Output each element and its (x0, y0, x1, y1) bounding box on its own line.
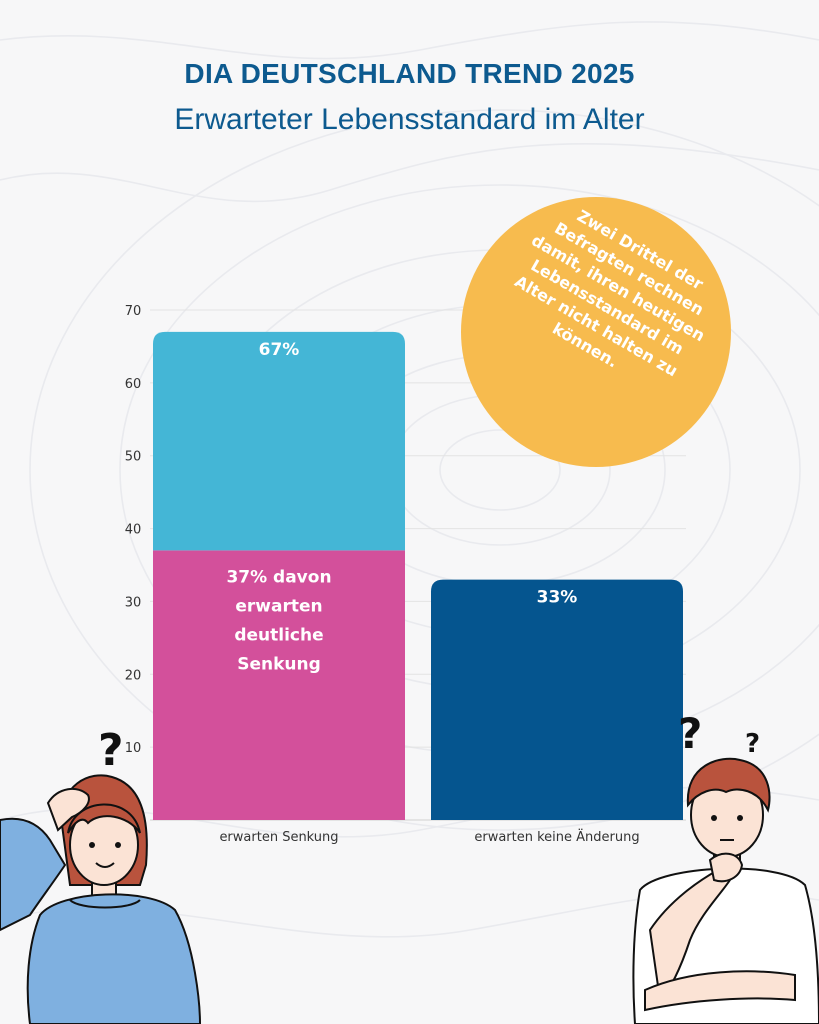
y-axis: 10 20 30 40 50 60 70 (125, 304, 142, 756)
thinking-person-right: ? ? (632, 709, 819, 1024)
confused-person-left: ? (0, 725, 202, 1024)
bar-segment (153, 331, 405, 551)
segment-label: erwarten (235, 596, 322, 616)
x-axis: erwarten Senkung erwarten keine Änderung (219, 829, 639, 845)
y-tick-label: 10 (125, 741, 142, 756)
segment-label: Senkung (237, 654, 321, 674)
bar-total-label: 67% (259, 340, 300, 360)
y-tick-label: 20 (125, 668, 142, 683)
y-tick-label: 60 (125, 377, 142, 392)
page-subtitle: Erwarteter Lebensstandard im Alter (174, 103, 645, 136)
small-question-mark-icon: ? (745, 729, 760, 759)
callout-circle (461, 197, 731, 467)
x-category-label: erwarten Senkung (219, 830, 338, 845)
segment-label: 37% davon (226, 567, 331, 587)
bars: 37% davon erwarten deutliche Senkung 67% 33% (153, 331, 683, 820)
bar-total-label: 33% (537, 588, 578, 608)
segment-label: deutliche (234, 625, 323, 645)
y-tick-label: 70 (125, 304, 142, 319)
bar-segment (153, 550, 405, 820)
y-tick-label: 50 (125, 450, 142, 465)
x-category-label: erwarten keine Änderung (474, 829, 639, 845)
question-mark-icon: ? (98, 725, 124, 776)
question-mark-icon: ? (678, 709, 702, 758)
y-tick-label: 40 (125, 523, 142, 538)
y-tick-label: 30 (125, 595, 142, 610)
bar-segment (431, 579, 683, 820)
page-title: DIA DEUTSCHLAND TREND 2025 (184, 58, 635, 89)
